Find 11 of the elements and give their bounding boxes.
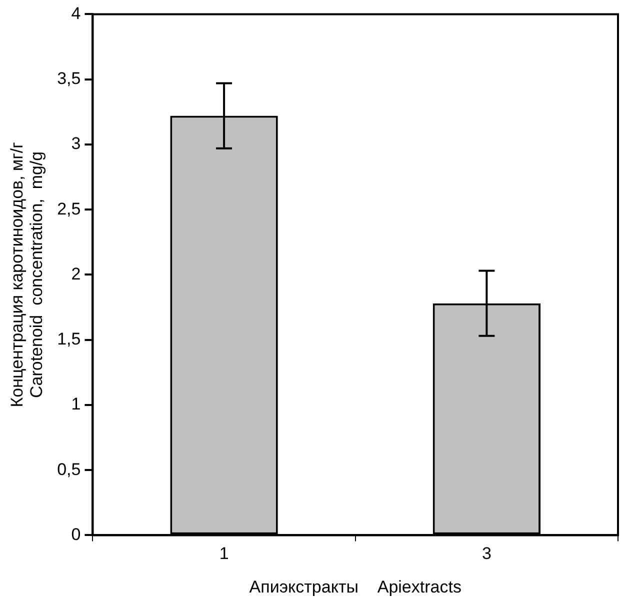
y-tick-label: 4 [71, 4, 81, 23]
y-tick-label: 0,5 [57, 460, 81, 479]
y-tick-label: 0 [71, 524, 81, 544]
y-tick-label: 2 [71, 264, 81, 284]
y-tick-label: 3,5 [57, 69, 81, 88]
y-tick-label: 1,5 [57, 330, 81, 349]
y-tick-label: 1 [71, 394, 81, 414]
x-axis-title: Апиэкстракты Apiextracts [249, 577, 462, 596]
y-tick-label: 2,5 [57, 199, 81, 218]
y-tick-label: 3 [71, 134, 81, 154]
y-axis-title: Концентрация каротиноидов, мг/г Carotenoid concentration, mg/g [7, 142, 46, 408]
